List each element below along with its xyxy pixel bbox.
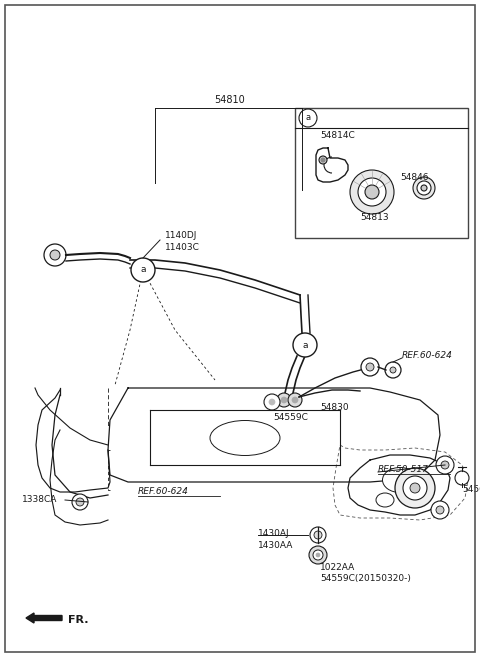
Circle shape [358,178,386,206]
Circle shape [365,185,379,199]
Text: FR.: FR. [68,615,88,625]
Text: 54559C(20150320-): 54559C(20150320-) [320,574,411,583]
Circle shape [366,363,374,371]
Text: 1430AJ: 1430AJ [258,528,289,537]
Text: a: a [302,340,308,350]
Circle shape [436,506,444,514]
Circle shape [76,498,84,506]
Circle shape [299,109,317,127]
Circle shape [288,393,302,407]
Text: 1338CA: 1338CA [22,495,58,505]
Circle shape [314,531,322,539]
Circle shape [281,397,287,403]
Circle shape [269,399,275,405]
Text: 54562D: 54562D [462,486,480,495]
Ellipse shape [376,493,394,507]
Ellipse shape [383,468,418,493]
Text: 1022AA: 1022AA [320,562,355,572]
Circle shape [292,397,298,403]
Circle shape [264,394,280,410]
Text: REF.50-517: REF.50-517 [378,466,429,474]
Circle shape [455,471,469,485]
Text: 54830: 54830 [320,403,348,413]
Text: a: a [305,114,311,122]
Circle shape [309,546,327,564]
Circle shape [50,250,60,260]
Text: a: a [140,265,146,275]
Circle shape [431,501,449,519]
Ellipse shape [210,420,280,455]
Text: 54813: 54813 [360,214,389,223]
Circle shape [413,177,435,199]
Circle shape [293,333,317,357]
Circle shape [390,367,396,373]
Circle shape [319,156,327,164]
Circle shape [313,550,323,560]
FancyArrow shape [26,613,62,623]
Text: 1140DJ: 1140DJ [165,231,197,240]
Text: REF.60-624: REF.60-624 [402,350,453,359]
Text: 11403C: 11403C [165,242,200,252]
Circle shape [350,170,394,214]
Circle shape [403,476,427,500]
Circle shape [131,258,155,282]
Circle shape [44,244,66,266]
Circle shape [436,456,454,474]
Circle shape [321,158,325,162]
Text: 54559C: 54559C [273,413,308,422]
Text: REF.60-624: REF.60-624 [138,487,189,497]
Circle shape [316,553,320,557]
Text: 1430AA: 1430AA [258,541,293,549]
Circle shape [441,461,449,469]
Circle shape [417,181,431,195]
Circle shape [310,527,326,543]
Text: 54846: 54846 [400,173,429,183]
Circle shape [72,494,88,510]
Text: 54814C: 54814C [320,131,355,141]
Circle shape [361,358,379,376]
Circle shape [421,185,427,191]
Circle shape [410,483,420,493]
Text: 54810: 54810 [215,95,245,105]
Circle shape [277,393,291,407]
Circle shape [385,362,401,378]
Circle shape [395,468,435,508]
Bar [295,108,468,238]
